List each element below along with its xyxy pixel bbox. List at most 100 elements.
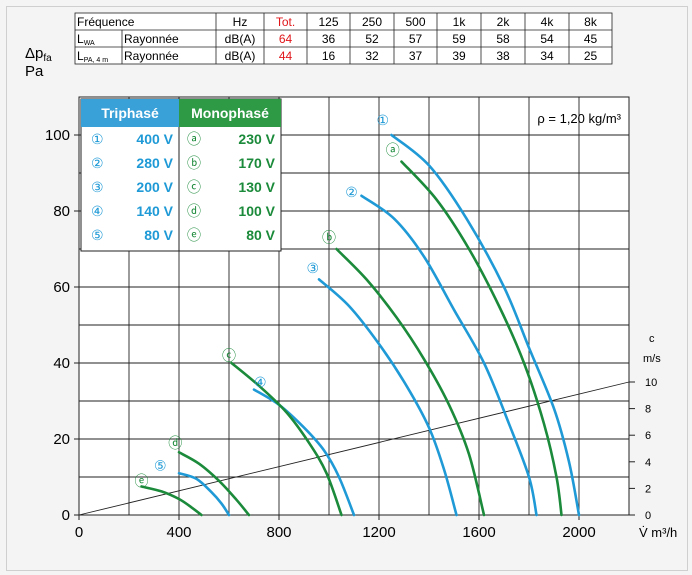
legend-triphase-symbol: ④ [91,203,104,219]
legend-triphase-symbol: ⑤ [91,227,104,243]
velocity-tick-label: 8 [645,404,651,416]
curve-label: ③ [306,260,319,276]
curve-monophase [177,451,251,517]
sound-table-frame [74,12,613,65]
sound-table-band-header: 4k [541,15,555,29]
sound-table-band-header: 500 [405,15,425,29]
sound-table-cell: 25 [584,49,598,63]
sound-table-band-header: 250 [362,15,382,29]
sound-table-row-desc: Rayonnée [124,32,179,46]
legend-triphase-header [81,99,179,127]
density-label: ρ = 1,20 kg/m³ [537,111,621,126]
legend-triphase-title: Triphasé [101,105,159,121]
legend-triphase-value: 80 V [144,227,173,243]
sound-table-cell: 36 [322,32,336,46]
sound-table-row-total: 64 [279,32,293,46]
x-tick-label: 1600 [462,524,495,541]
sound-table-total-header: Tot. [276,15,295,29]
legend-monophase-value: 80 V [246,227,275,243]
curve-monophase [140,485,203,517]
y-tick-label: 20 [53,431,70,448]
sound-table-cell: 16 [322,49,336,63]
sound-table-cell: 58 [496,32,510,46]
velocity-tick-label: 0 [645,510,651,522]
legend-monophase-symbol: ⓒ [187,179,201,195]
velocity-axis-unit: m/s [643,353,661,365]
y-axis-label-subscript: fa [43,53,52,64]
y-axis-label: Δpfa [25,45,52,64]
legend-monophase-symbol: ⓐ [187,131,201,147]
curve-label: ⓐ [386,142,400,158]
sound-table-band-header: 125 [318,15,338,29]
legend-monophase-title: Monophasé [191,105,269,121]
legend-monophase-symbol: ⓔ [187,227,201,243]
x-tick-label: 800 [266,524,291,541]
x-tick-label: 1200 [362,524,395,541]
sound-table-cell: 59 [452,32,466,46]
y-tick-label: 60 [53,279,70,296]
curve-triphase [177,471,231,517]
legend-monophase-symbol: ⓓ [187,203,201,219]
x-axis-label: V̇ m³/h [639,525,677,540]
y-tick-label: 0 [62,507,70,524]
legend-monophase-value: 170 V [238,155,275,171]
legend-triphase-symbol: ① [91,131,104,147]
sound-table-cell: 34 [540,49,554,63]
curve-label: ⓔ [135,473,149,489]
sound-table-row-unit: dB(A) [225,49,256,63]
legend-monophase-header [179,99,281,127]
sound-table-cell: 54 [540,32,554,46]
velocity-axis-label: c [649,333,655,345]
y-tick-label: 80 [53,203,70,220]
legend-monophase-value: 100 V [238,203,275,219]
curve-label: ⓑ [322,230,336,246]
chart-panel: Fréquence Hz Tot. 125 250 500 1k 2k 4k 8k LWA Rayon… [6,6,688,571]
sound-table-row-desc: Rayonnée [124,49,179,63]
curve-label: ⓒ [222,347,236,363]
y-axis-unit: Pa [25,63,44,80]
sound-table-cell: 37 [409,49,423,63]
legend-triphase-value: 200 V [136,179,173,195]
velocity-tick-label: 2 [645,483,651,495]
sound-table-cell: 39 [452,49,466,63]
legend-triphase-value: 280 V [136,155,173,171]
curve-monophase [230,361,343,517]
sound-table-freq-label: Fréquence [77,15,135,29]
legend-triphase-symbol: ② [91,155,104,171]
sound-table-row-unit: dB(A) [225,32,256,46]
sound-table-band-header: 2k [497,15,511,29]
curve-triphase [317,278,458,517]
sound-table-cell: 57 [409,32,423,46]
x-tick-label: 0 [75,524,83,541]
legend-monophase-value: 230 V [238,131,275,147]
sound-table-cell: 38 [496,49,510,63]
curve-label: ④ [254,374,267,390]
legend-triphase-value: 140 V [136,203,173,219]
curve-triphase [390,133,581,517]
sound-table-unit-header: Hz [233,15,248,29]
x-tick-label: 2000 [562,524,595,541]
velocity-tick-label: 10 [645,377,657,389]
y-tick-label: 40 [53,355,70,372]
curve-monophase [335,247,486,517]
legend-monophase-value: 130 V [238,179,275,195]
sound-table-cell: 52 [365,32,379,46]
sound-table-band-header: 1k [453,15,467,29]
legend-monophase-symbol: ⓑ [187,155,201,171]
curve-monophase [400,160,563,517]
legend-triphase-value: 400 V [136,131,173,147]
curve-triphase [360,194,538,517]
sound-table-cell: 32 [365,49,379,63]
curve-label: ⓓ [168,435,182,451]
curve-label: ⑤ [154,458,167,474]
sound-table-cell: 45 [584,32,598,46]
curve-label: ① [376,112,389,128]
sound-table-row-subscript: PA, 4 m [84,57,109,64]
velocity-tick-label: 6 [645,430,651,442]
legend-triphase-symbol: ③ [91,179,104,195]
x-tick-label: 400 [166,524,191,541]
sound-table-row-total: 44 [279,49,293,63]
sound-table-row-subscript: WA [84,40,95,47]
y-tick-label: 100 [45,127,70,144]
